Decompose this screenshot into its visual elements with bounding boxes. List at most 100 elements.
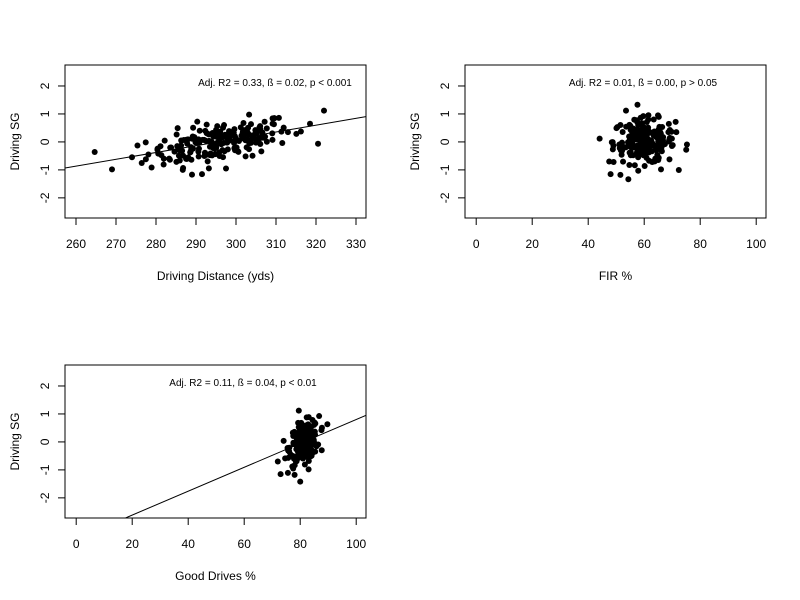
data-point [318, 427, 325, 434]
data-point [634, 150, 641, 157]
stats-annotation: Adj. R2 = 0.33, ß = 0.02, p < 0.001 [198, 78, 352, 89]
x-tick-label: 40 [582, 237, 596, 251]
data-point [318, 447, 325, 454]
data-point [154, 145, 161, 152]
data-point [223, 165, 229, 172]
scatter-points [274, 407, 331, 485]
y-tick-label: -2 [38, 492, 52, 503]
x-tick-label: 260 [66, 237, 86, 251]
data-point [665, 120, 672, 127]
data-point [160, 161, 167, 168]
data-point [652, 131, 659, 138]
data-point [305, 466, 312, 473]
x-tick-label: 80 [294, 537, 308, 551]
data-point [246, 111, 253, 118]
data-point [665, 129, 672, 136]
data-point [148, 164, 155, 171]
data-point [292, 458, 299, 465]
data-point [195, 136, 202, 143]
data-point [173, 131, 180, 138]
y-tick-label: 0 [38, 138, 52, 145]
x-tick-label: 60 [238, 537, 252, 551]
data-point [297, 427, 304, 434]
data-point [658, 166, 664, 173]
data-point [243, 144, 250, 151]
y-tick-label: 2 [38, 82, 52, 89]
data-point [205, 165, 212, 172]
data-point [263, 125, 270, 132]
data-point [642, 129, 649, 136]
y-tick-label: 1 [438, 110, 452, 117]
data-point [673, 129, 680, 136]
data-point [239, 129, 246, 136]
data-point [299, 455, 306, 462]
data-point [160, 155, 167, 162]
data-point [196, 127, 203, 134]
data-point [179, 166, 186, 173]
data-point [279, 140, 286, 147]
data-point [614, 124, 621, 131]
x-axis-label: FIR % [599, 269, 633, 283]
data-point [203, 130, 210, 137]
data-point [195, 145, 202, 152]
data-point [643, 154, 650, 161]
data-point [606, 158, 613, 165]
x-tick-label: 100 [746, 237, 766, 251]
y-axis-label: Driving SG [408, 112, 422, 170]
data-point [607, 171, 614, 178]
y-tick-label: 1 [38, 410, 52, 417]
data-point [608, 139, 615, 146]
data-point [134, 142, 141, 149]
data-point [610, 159, 617, 166]
y-tick-label: -1 [38, 464, 52, 475]
data-point [195, 153, 202, 160]
scatter-points [596, 101, 690, 183]
data-point [293, 130, 300, 137]
x-tick-label: 280 [146, 237, 166, 251]
data-point [240, 119, 247, 126]
data-point [290, 465, 297, 472]
data-point [626, 149, 633, 156]
data-point [286, 448, 293, 455]
x-tick-label: 40 [182, 537, 196, 551]
x-tick-label: 320 [306, 237, 326, 251]
panel-3: 0 20 40 60 80 100 2 1 0 -1 -2 Good Drives % Driving … [8, 364, 367, 583]
data-point [258, 148, 265, 155]
data-point [305, 458, 312, 465]
data-point [297, 128, 304, 135]
data-point [275, 114, 282, 121]
data-point [190, 124, 197, 131]
data-point [635, 122, 642, 129]
data-point [295, 407, 302, 414]
data-point [305, 421, 312, 428]
y-tick-label: 1 [38, 110, 52, 117]
data-point [234, 148, 241, 155]
data-point [291, 439, 298, 446]
data-point [227, 129, 234, 136]
x-tick-label: 310 [266, 237, 286, 251]
data-point [263, 138, 270, 145]
y-tick-label: 0 [438, 138, 452, 145]
x-tick-label: 330 [346, 237, 366, 251]
data-point [315, 441, 322, 448]
data-point [315, 140, 322, 147]
x-tick-label: 20 [526, 237, 540, 251]
data-point [109, 166, 115, 173]
stats-annotation: Adj. R2 = 0.01, ß = 0.00, p > 0.05 [569, 78, 718, 89]
data-point [311, 421, 318, 428]
data-point [269, 136, 276, 143]
data-point [189, 171, 195, 178]
x-tick-label: 60 [638, 237, 652, 251]
data-point [280, 437, 287, 444]
y-tick-label: 2 [438, 82, 452, 89]
x-tick-label: 300 [226, 237, 246, 251]
data-point [142, 139, 149, 146]
data-point [659, 123, 666, 130]
data-point [274, 458, 281, 465]
data-point [269, 120, 276, 127]
data-point [203, 121, 210, 128]
data-point [616, 145, 623, 152]
scatter-points [91, 107, 327, 178]
data-point [242, 137, 249, 144]
data-point [626, 161, 633, 168]
